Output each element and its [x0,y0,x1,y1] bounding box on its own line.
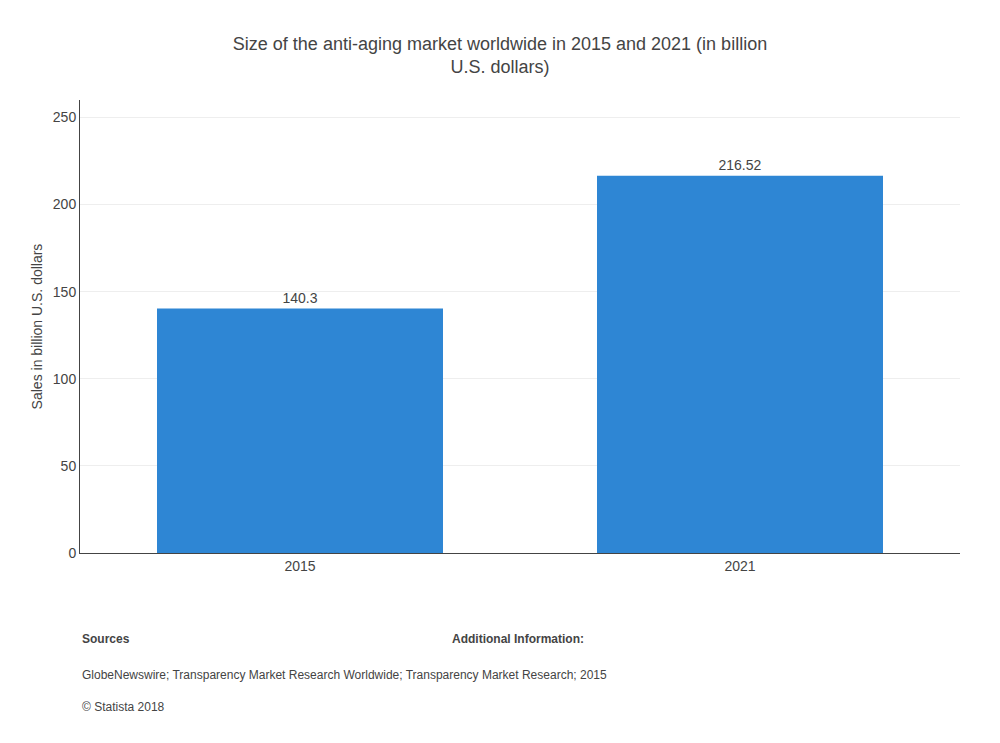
svg-text:Sales in billion U.S. dollars: Sales in billion U.S. dollars [29,244,45,410]
svg-text:2021: 2021 [724,558,755,574]
svg-text:140.3: 140.3 [282,290,317,306]
svg-text:Sources: Sources [82,632,130,646]
svg-text:© Statista 2018: © Statista 2018 [82,700,165,714]
svg-text:100: 100 [53,371,77,387]
svg-text:50: 50 [61,458,77,474]
svg-text:0: 0 [68,545,76,561]
svg-text:216.52: 216.52 [718,157,761,173]
svg-text:Size of the anti-aging market: Size of the anti-aging market worldwide … [233,34,767,77]
svg-text:200: 200 [53,196,77,212]
svg-text:2015: 2015 [284,558,315,574]
svg-text:Additional Information:: Additional Information: [452,632,584,646]
svg-text:150: 150 [53,284,77,300]
svg-text:250: 250 [53,109,77,125]
svg-text:GlobeNewswire; Transparency Ma: GlobeNewswire; Transparency Market Resea… [82,668,607,682]
